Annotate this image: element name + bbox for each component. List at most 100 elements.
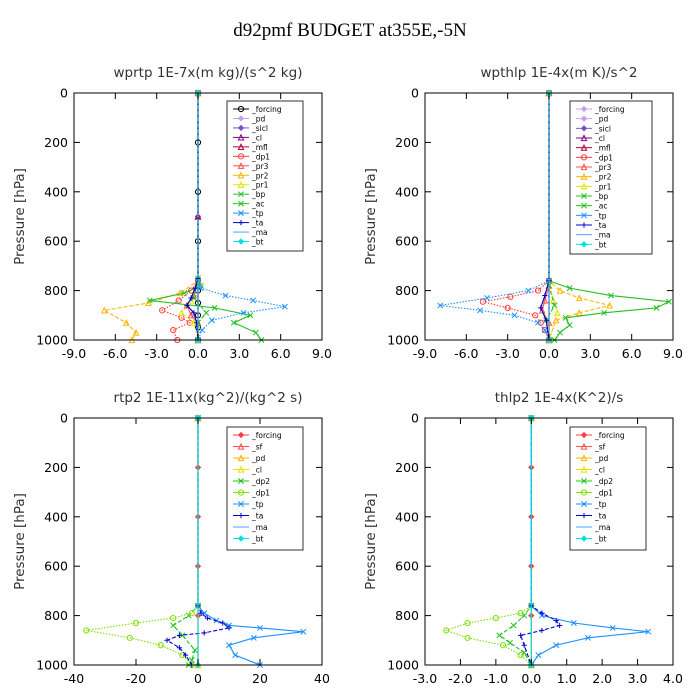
data-point bbox=[562, 314, 569, 321]
y-tick-label: 400 bbox=[395, 184, 419, 199]
legend-swatch-marker bbox=[237, 105, 245, 113]
y-tick-label: 1000 bbox=[36, 658, 68, 673]
data-point bbox=[538, 305, 544, 311]
data-point bbox=[222, 292, 229, 299]
data-point bbox=[566, 285, 573, 292]
legend-swatch-marker bbox=[238, 210, 244, 217]
legend-entry: _tp bbox=[594, 211, 607, 220]
legend-swatch-marker bbox=[237, 143, 245, 150]
data-point bbox=[653, 304, 660, 311]
legend-swatch-marker bbox=[237, 465, 245, 473]
data-point bbox=[250, 634, 257, 641]
x-tick-label: 20 bbox=[252, 671, 268, 686]
legend-entry: _bt bbox=[251, 238, 264, 247]
x-tick-label: -9.0 bbox=[62, 346, 86, 361]
data-point bbox=[477, 307, 484, 314]
legend-swatch-marker bbox=[237, 442, 245, 450]
data-point bbox=[549, 296, 557, 304]
x-tick-label: 3.0 bbox=[580, 346, 600, 361]
legend-entry: _pr3 bbox=[251, 162, 269, 171]
data-point bbox=[132, 619, 140, 627]
data-point bbox=[534, 287, 542, 294]
legend-swatch-marker bbox=[580, 125, 588, 132]
legend-entry: _forcing bbox=[594, 431, 625, 440]
data-point bbox=[208, 317, 215, 324]
legend-entry: _sf bbox=[251, 443, 263, 452]
legend-swatch-marker bbox=[581, 193, 587, 199]
data-point bbox=[535, 652, 542, 659]
legend-entry: _dp1 bbox=[251, 152, 270, 161]
data-point bbox=[557, 329, 563, 336]
legend-entry: _ac bbox=[251, 200, 264, 209]
legend-entry: _forcing bbox=[594, 105, 625, 114]
legend-entry: _pr2 bbox=[594, 173, 612, 182]
data-point bbox=[443, 627, 450, 634]
x-tick-label: -1.0 bbox=[484, 671, 508, 686]
data-point bbox=[585, 634, 591, 641]
legend-entry: _bt bbox=[594, 240, 607, 249]
y-tick-label: 600 bbox=[44, 234, 68, 249]
legend-swatch-marker bbox=[580, 182, 588, 190]
data-point bbox=[126, 634, 133, 641]
legend-swatch-marker bbox=[237, 133, 245, 141]
main-title: d92pmf BUDGET at355E,-5N bbox=[233, 20, 467, 41]
panel-title: wprtp 1E-7x(m kg)/(s^2 kg) bbox=[114, 65, 303, 81]
data-point bbox=[557, 622, 563, 629]
data-point bbox=[606, 301, 614, 309]
legend-entry: _bp bbox=[594, 192, 609, 201]
x-tick-label: 0.0 bbox=[521, 671, 541, 686]
data-point bbox=[539, 627, 545, 634]
legend-swatch-marker bbox=[237, 454, 245, 462]
panel-title: thlp2 1E-4x(K^2)/s bbox=[495, 390, 624, 406]
y-tick-label: 200 bbox=[44, 460, 68, 475]
legend-entry: _pd bbox=[594, 115, 609, 124]
data-point bbox=[181, 290, 188, 297]
legend-entry: _tp bbox=[251, 500, 264, 509]
data-point bbox=[146, 297, 153, 304]
y-axis-label: Pressure [hPa] bbox=[12, 168, 28, 265]
legend-swatch-marker bbox=[580, 431, 588, 439]
legend: _forcing_pd_sicl_cl_mfl_dp1_pr3_pr2_pr1_… bbox=[569, 100, 653, 255]
data-point bbox=[257, 624, 263, 631]
data-point bbox=[184, 302, 190, 309]
data-point bbox=[175, 297, 182, 304]
panel-title: wpthlp 1E-4x(m K)/s^2 bbox=[481, 65, 638, 81]
data-point bbox=[199, 327, 206, 334]
x-tick-label: -6.0 bbox=[454, 346, 478, 361]
data-point bbox=[188, 610, 195, 617]
chart-panel-2: wpthlp 1E-4x(m K)/s^2 Pressure [hPa] -9.0 -… bbox=[363, 65, 683, 361]
legend-entry: _sicl bbox=[251, 124, 268, 133]
data-point bbox=[510, 622, 517, 629]
legend-swatch-marker bbox=[237, 153, 245, 160]
data-point bbox=[191, 647, 198, 654]
legend-entry: _ma bbox=[594, 523, 611, 532]
series-line-dp1 bbox=[86, 418, 199, 666]
y-tick-label: 600 bbox=[44, 559, 68, 574]
data-point bbox=[541, 327, 548, 334]
data-point bbox=[187, 311, 195, 319]
data-point bbox=[179, 632, 186, 639]
x-tick-label: -9.0 bbox=[413, 346, 437, 361]
series-group bbox=[83, 414, 307, 669]
y-axis-label: Pressure [hPa] bbox=[363, 168, 379, 265]
legend-entry: _tp bbox=[251, 209, 264, 218]
legend-swatch-marker bbox=[238, 220, 244, 226]
data-point bbox=[188, 657, 195, 664]
data-point bbox=[551, 302, 558, 309]
data-point bbox=[252, 329, 259, 336]
data-point bbox=[300, 628, 307, 635]
y-tick-label: 0 bbox=[60, 86, 68, 101]
data-point bbox=[496, 632, 503, 639]
legend-swatch-marker bbox=[238, 200, 244, 207]
legend-entry: _mfl bbox=[594, 144, 611, 153]
y-tick-label: 1000 bbox=[387, 658, 419, 673]
legend-entry: _pr1 bbox=[251, 181, 269, 190]
legend-entry: _ta bbox=[594, 512, 606, 521]
legend-swatch-marker bbox=[580, 143, 588, 151]
data-point bbox=[609, 624, 616, 631]
data-point bbox=[499, 642, 507, 649]
data-point bbox=[521, 612, 528, 619]
data-point bbox=[170, 614, 177, 622]
data-point bbox=[170, 327, 177, 334]
x-tick-label: 0.0 bbox=[188, 346, 208, 361]
